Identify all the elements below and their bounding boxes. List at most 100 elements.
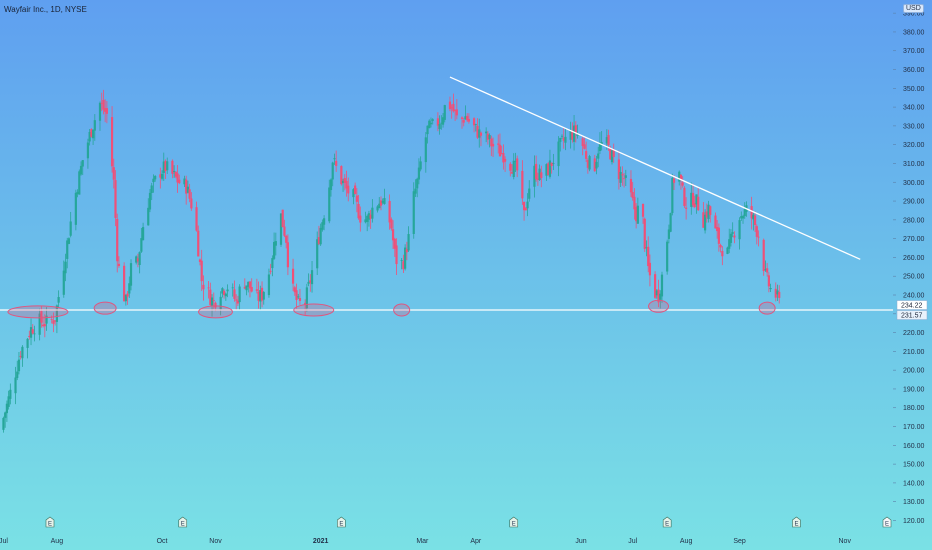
- candle-body: [123, 265, 126, 302]
- price-axis[interactable]: 120.00 130.00 140.00 150.00 160.00 170.00 180.…: [893, 11, 928, 525]
- candle-body: [62, 270, 65, 295]
- candle-body: [679, 174, 683, 180]
- support-touch-ellipse[interactable]: [197, 305, 233, 319]
- candle-body: [512, 160, 515, 178]
- candle-body: [66, 240, 69, 259]
- candle-body: [743, 209, 746, 217]
- support-touch-ellipse[interactable]: [393, 303, 411, 317]
- candle-body: [709, 206, 712, 216]
- candle-body: [717, 227, 720, 244]
- candle-body: [448, 101, 452, 110]
- candle-body: [526, 201, 529, 209]
- candle-body: [659, 293, 662, 300]
- candle-body: [248, 281, 252, 289]
- candle-body: [260, 287, 264, 301]
- candle-body: [14, 377, 17, 394]
- price-tick-label: 140.00: [903, 480, 925, 487]
- candle-body: [183, 178, 186, 185]
- candle-body: [381, 200, 384, 203]
- candle-body: [750, 206, 753, 219]
- candle-body: [4, 412, 7, 418]
- candle-body: [533, 165, 536, 187]
- currency-button[interactable]: USD: [903, 4, 924, 13]
- earnings-marker[interactable]: [882, 516, 892, 528]
- candle-body: [545, 164, 548, 176]
- candle-body: [619, 171, 622, 183]
- candle-body: [753, 215, 757, 226]
- candle-body: [148, 192, 152, 210]
- candle-body: [400, 260, 403, 261]
- candle-body: [236, 300, 240, 304]
- support-touch-ellipse[interactable]: [758, 301, 776, 315]
- earnings-marker[interactable]: [662, 516, 672, 528]
- earnings-marker[interactable]: [178, 516, 188, 528]
- candle-body: [221, 288, 224, 294]
- candle-body: [116, 218, 119, 262]
- time-axis[interactable]: Jul Aug Oct Nov 2021 Mar Apr Jun Jul Aug Sep Nov E E E…: [0, 516, 892, 545]
- earnings-marker[interactable]: [509, 516, 519, 528]
- candle-body: [714, 215, 717, 229]
- candle-body: [178, 179, 181, 184]
- support-touch-ellipse[interactable]: [648, 299, 670, 313]
- candle-body: [388, 200, 391, 223]
- candle-body: [219, 296, 222, 310]
- candle-body: [376, 206, 379, 211]
- candle-body: [379, 200, 383, 206]
- candle-body: [560, 135, 564, 137]
- candle-body: [212, 300, 215, 301]
- candle-body: [310, 270, 314, 285]
- candle-body: [259, 290, 262, 302]
- candle-body: [393, 238, 396, 249]
- price-tick-label: 270.00: [903, 236, 925, 243]
- candle-body: [729, 233, 733, 243]
- candle-body: [440, 122, 443, 124]
- candle-body: [488, 134, 491, 139]
- support-touch-ellipse[interactable]: [293, 303, 335, 317]
- candle-body: [129, 263, 133, 286]
- candle-body: [391, 229, 395, 241]
- candle-body: [647, 246, 650, 267]
- candle-body: [271, 258, 274, 269]
- earnings-marker[interactable]: [45, 516, 55, 528]
- candle-body: [648, 262, 652, 276]
- candle-body: [460, 117, 464, 119]
- candle-body: [29, 327, 33, 338]
- price-label-box: [896, 300, 928, 310]
- candle-body: [466, 115, 469, 121]
- price-tick-label: 160.00: [903, 443, 925, 450]
- candle-body: [105, 108, 108, 114]
- candle-body: [226, 289, 229, 292]
- candle-body: [26, 338, 29, 348]
- candle-body: [557, 141, 560, 167]
- earnings-marker[interactable]: [792, 516, 801, 528]
- candle-body: [769, 288, 772, 290]
- candle-body: [166, 161, 169, 171]
- candle-body: [57, 296, 60, 303]
- candle-body: [5, 403, 8, 414]
- price-tick-label: 380.00: [903, 29, 925, 36]
- annotation-lines: [0, 76, 893, 319]
- candle-body: [617, 159, 620, 180]
- candle-body: [140, 238, 143, 252]
- time-tick-label: Jun: [575, 538, 586, 545]
- candle-body: [691, 192, 695, 206]
- candle-body: [426, 125, 429, 135]
- trend-line[interactable]: [449, 76, 861, 260]
- candle-body: [672, 178, 676, 183]
- candle-body: [605, 137, 608, 144]
- candle-body: [474, 124, 477, 125]
- earnings-marker[interactable]: [337, 516, 346, 528]
- candle-body: [774, 288, 777, 298]
- support-touch-ellipse[interactable]: [7, 305, 69, 319]
- earnings-marker-label: E: [794, 522, 798, 528]
- candle-body: [262, 291, 265, 300]
- support-touch-ellipse[interactable]: [93, 301, 117, 315]
- candle-body: [38, 313, 41, 335]
- candle-body: [223, 290, 226, 295]
- candle-body: [703, 214, 707, 231]
- candle-body: [588, 156, 591, 170]
- candle-body: [571, 131, 574, 140]
- candle-body: [285, 235, 288, 243]
- candle-body: [245, 285, 248, 291]
